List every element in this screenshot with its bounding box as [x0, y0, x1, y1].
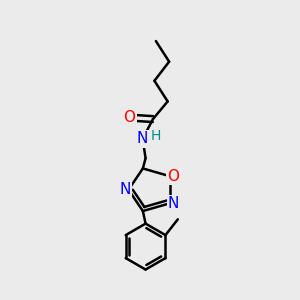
Text: O: O [123, 110, 135, 125]
Text: H: H [151, 130, 161, 143]
Text: O: O [167, 169, 179, 184]
Text: N: N [119, 182, 131, 197]
Text: N: N [137, 131, 148, 146]
Text: N: N [168, 196, 179, 211]
